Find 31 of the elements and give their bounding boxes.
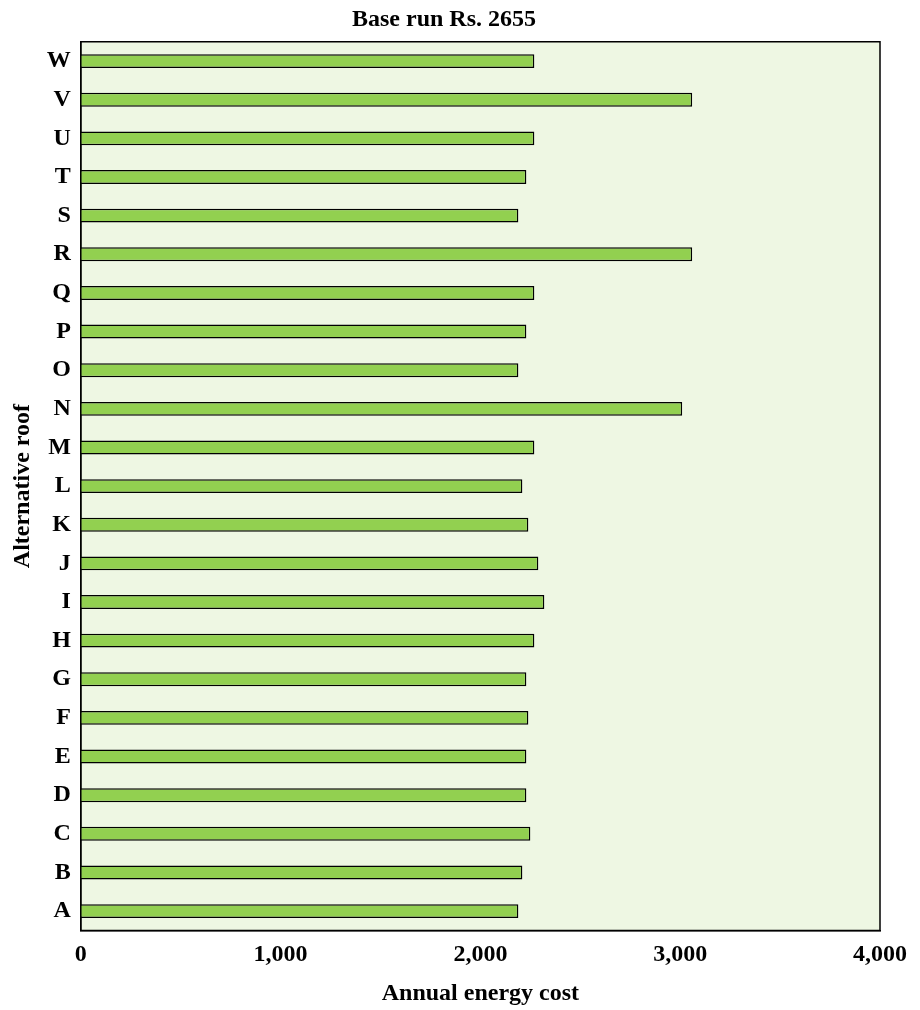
y-tick-label: W [46,46,71,73]
y-tick-label: Q [52,278,71,305]
y-tick-label: B [54,857,71,884]
y-tick-label: J [58,548,71,575]
x-tick-label: 3,000 [653,940,708,966]
y-tick-label: K [52,509,72,536]
y-tick-label: G [52,664,72,691]
x-tick-label: 2,000 [453,940,508,966]
y-tick-label: L [54,471,71,498]
y-tick-label: P [56,316,71,343]
y-tick-label: U [53,123,71,150]
y-tick-label: E [54,741,71,768]
x-tick-label: 0 [74,940,87,966]
y-tick-label: V [53,84,72,111]
y-tick-label: C [53,819,71,846]
x-tick-label: 4,000 [853,940,907,966]
y-tick-label: H [52,625,72,652]
y-tick-label: O [52,355,71,382]
y-tick-label: D [53,780,71,807]
y-tick-label: M [48,432,71,459]
y-tick-label: R [53,239,72,266]
y-tick-label: S [57,200,71,227]
chart-title: Base run Rs. 2655 [351,4,537,31]
y-tick-label: N [53,394,72,421]
y-tick-label: I [61,587,71,614]
y-tick-label: F [56,703,71,730]
x-axis-title: Annual energy cost [381,978,580,1005]
x-tick-label: 1,000 [253,940,308,966]
y-axis-title: Alternative roof [7,403,34,569]
y-tick-label: A [53,896,72,923]
y-tick-label: T [54,162,71,189]
